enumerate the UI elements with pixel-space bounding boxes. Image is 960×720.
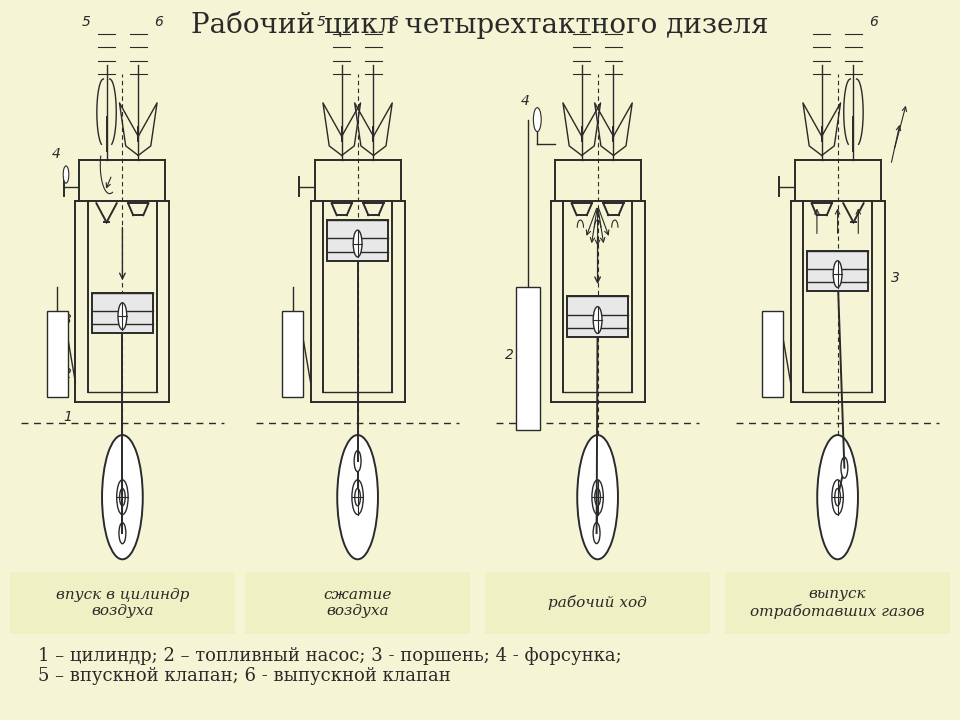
Text: 4: 4: [520, 94, 529, 108]
Text: 6: 6: [155, 15, 163, 30]
Circle shape: [833, 261, 842, 287]
Text: 2: 2: [505, 348, 515, 361]
Bar: [762, 311, 782, 397]
Bar: [567, 297, 628, 337]
Text: выпуск
отработавших газов: выпуск отработавших газов: [751, 588, 924, 618]
Text: впуск в цилиндр
воздуха: впуск в цилиндр воздуха: [56, 588, 189, 618]
Bar: [282, 311, 302, 397]
Text: 3: 3: [63, 312, 72, 327]
Bar: [92, 292, 153, 333]
Bar: [10, 572, 235, 634]
Bar: [516, 287, 540, 431]
Circle shape: [817, 435, 858, 559]
Circle shape: [577, 435, 618, 559]
Text: 1 – цилиндр; 2 – топливный насос; 3 - поршень; 4 - форсунка;
5 – впускной клапан: 1 – цилиндр; 2 – топливный насос; 3 - по…: [38, 647, 622, 685]
Text: рабочий ход: рабочий ход: [548, 595, 647, 611]
Text: Рабочий цикл четырехтактного дизеля: Рабочий цикл четырехтактного дизеля: [191, 12, 769, 39]
Circle shape: [595, 489, 600, 505]
Circle shape: [352, 480, 363, 515]
Circle shape: [534, 108, 541, 132]
Circle shape: [353, 230, 362, 257]
Text: 4: 4: [52, 147, 60, 161]
Circle shape: [593, 523, 600, 544]
Circle shape: [593, 307, 602, 333]
Bar: [47, 311, 67, 397]
Bar: [485, 572, 710, 634]
Circle shape: [117, 480, 128, 515]
Bar: [245, 572, 470, 634]
Circle shape: [355, 489, 360, 505]
Text: 5: 5: [82, 15, 90, 30]
Text: 6: 6: [390, 15, 398, 30]
Text: 6: 6: [870, 15, 878, 30]
Circle shape: [592, 480, 603, 515]
Bar: [327, 220, 388, 261]
Text: 3: 3: [891, 271, 900, 284]
Circle shape: [832, 480, 843, 515]
Text: 5: 5: [317, 15, 325, 30]
Bar: [725, 572, 950, 634]
Circle shape: [118, 303, 127, 330]
Text: 1: 1: [63, 410, 72, 423]
Circle shape: [63, 166, 69, 183]
Bar: [807, 251, 868, 291]
Text: 2: 2: [63, 366, 72, 381]
Circle shape: [119, 523, 126, 544]
Circle shape: [841, 457, 848, 478]
Text: сжатие
воздуха: сжатие воздуха: [324, 588, 392, 618]
Circle shape: [337, 435, 378, 559]
Circle shape: [835, 489, 840, 505]
Circle shape: [102, 435, 143, 559]
Circle shape: [120, 489, 125, 505]
Circle shape: [354, 451, 361, 472]
